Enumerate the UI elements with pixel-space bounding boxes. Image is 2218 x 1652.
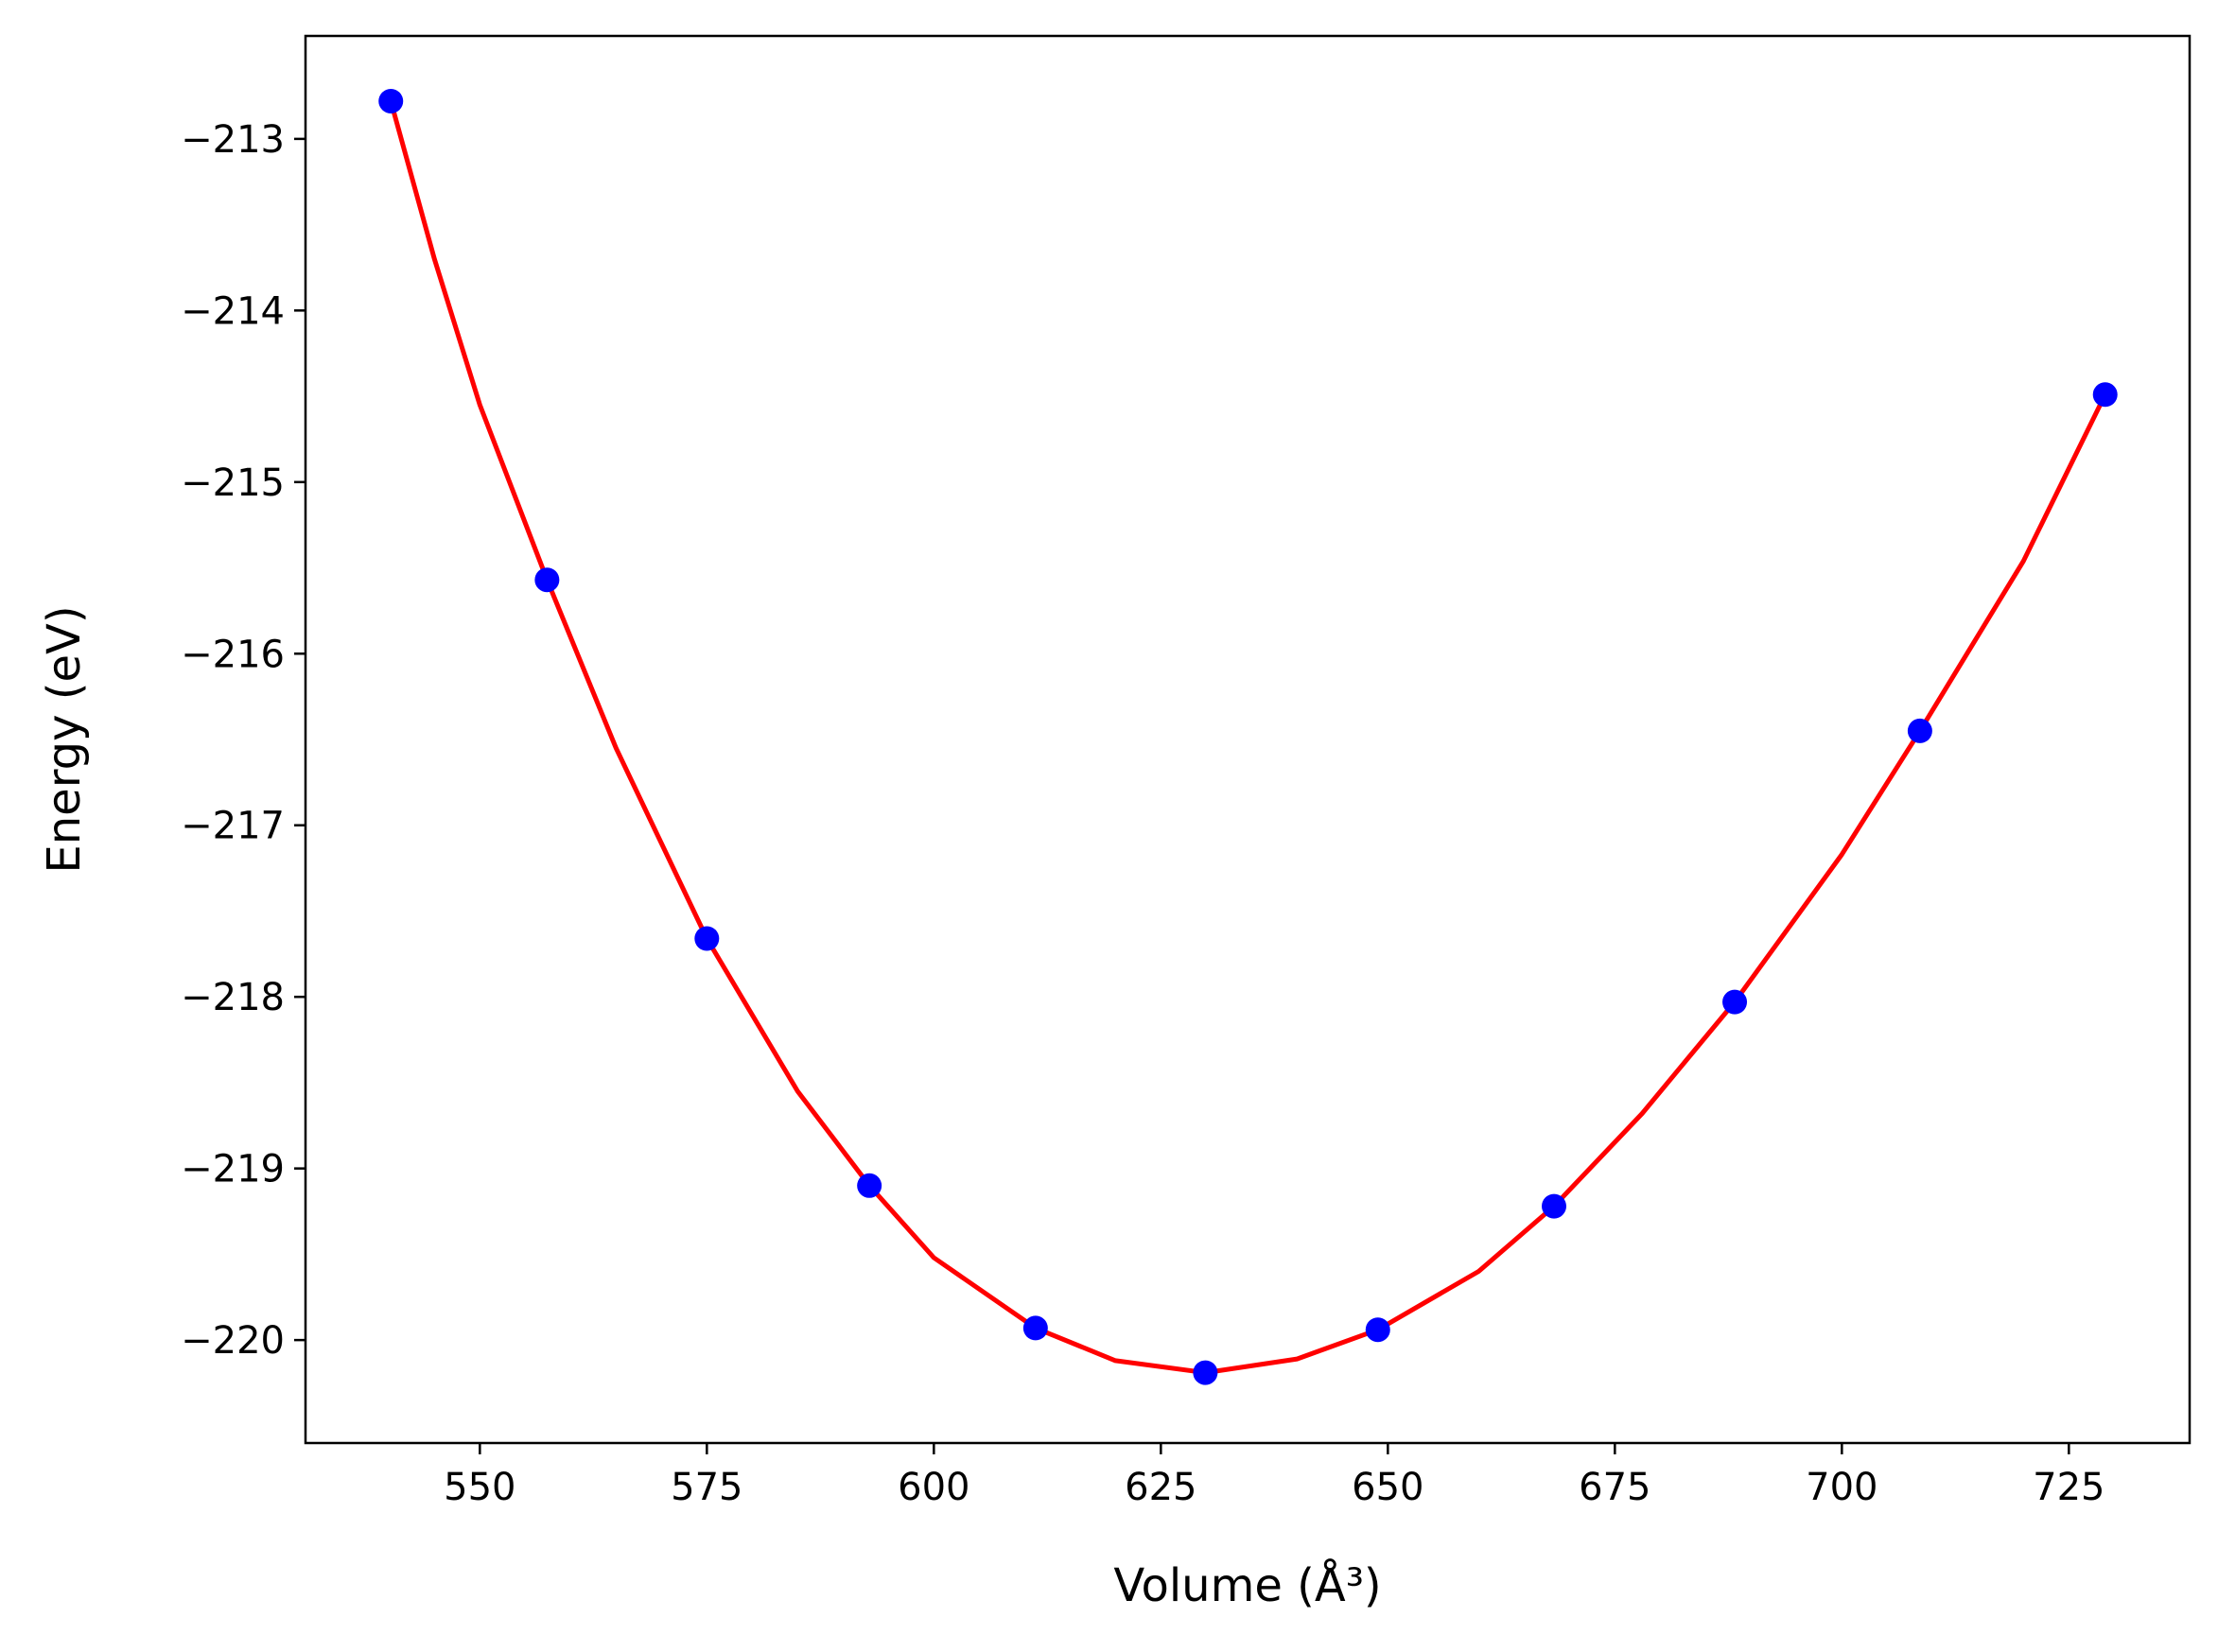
fit-curve-line [388, 100, 2107, 1376]
y-tick-label: −216 [181, 633, 285, 676]
x-tick-label: 650 [1352, 1466, 1423, 1509]
data-point [1193, 1360, 1218, 1385]
x-tick-label: 725 [2033, 1466, 2104, 1509]
x-tick-label: 700 [1806, 1466, 1877, 1509]
y-tick-label: −213 [181, 118, 285, 162]
y-tick-label: −214 [181, 289, 285, 333]
x-tick-label: 625 [1125, 1466, 1196, 1509]
x-axis-ticks: 550 575 600 625 650 675 700 725 [444, 1443, 2104, 1509]
y-tick-label: −215 [181, 461, 285, 505]
y-tick-label: −217 [181, 805, 285, 848]
y-tick-label: −218 [181, 976, 285, 1019]
y-tick-label: −220 [181, 1319, 285, 1363]
data-point [1907, 718, 1932, 743]
data-point [857, 1173, 882, 1198]
data-point [1022, 1315, 1048, 1341]
plot-frame [304, 34, 2192, 1445]
data-points-layer [378, 88, 2118, 1385]
x-axis-label: Volume (Å³) [1113, 1558, 1381, 1612]
x-tick-label: 675 [1579, 1466, 1650, 1509]
y-axis-label: Energy (eV) [38, 605, 91, 873]
data-point [378, 88, 404, 113]
y-axis-ticks: −213 −214 −215 −216 −217 −218 −219 −220 [181, 118, 306, 1363]
x-tick-label: 575 [671, 1466, 742, 1509]
x-tick-label: 550 [444, 1466, 515, 1509]
data-point [694, 926, 720, 951]
fit-curve-layer [388, 100, 2107, 1376]
data-point [1365, 1317, 1390, 1343]
data-point [1542, 1193, 1566, 1219]
y-tick-label: −219 [181, 1148, 285, 1191]
data-point [1722, 989, 1748, 1015]
x-tick-label: 600 [898, 1466, 969, 1509]
data-point [534, 567, 560, 593]
data-point [2092, 382, 2118, 408]
